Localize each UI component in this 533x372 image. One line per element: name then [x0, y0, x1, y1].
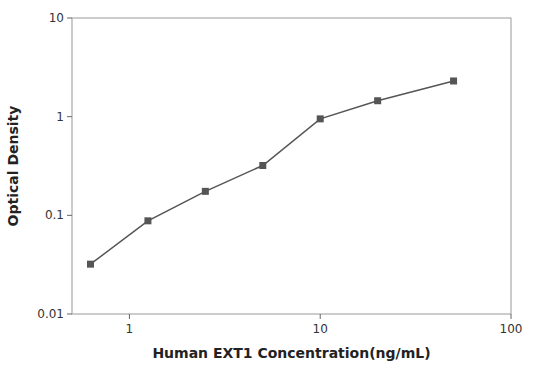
- x-tick: [129, 314, 130, 319]
- data-point: [374, 97, 381, 104]
- y-tick: [67, 116, 72, 117]
- x-tick-label: 1: [126, 322, 134, 336]
- plot-frame: [72, 18, 511, 314]
- y-tick-label: 0.1: [45, 208, 64, 222]
- y-tick: [67, 18, 72, 19]
- chart-svg: 1 10 100 0.01 0.1 1 10 Human EXT1 Concentration…: [0, 0, 533, 372]
- y-tick-label: 1: [56, 110, 64, 124]
- x-axis-label: Human EXT1 Concentration(ng/mL): [152, 345, 430, 361]
- x-tick-label: 10: [313, 322, 328, 336]
- y-tick-label: 0.01: [37, 307, 64, 321]
- data-layer: [87, 77, 457, 267]
- data-point: [450, 77, 457, 84]
- data-point: [317, 115, 324, 122]
- y-axis-label: Optical Density: [5, 106, 21, 227]
- data-point: [87, 261, 94, 268]
- y-tick-label: 10: [49, 11, 64, 25]
- data-point: [259, 162, 266, 169]
- y-tick: [67, 215, 72, 216]
- data-line: [90, 81, 453, 264]
- y-tick: [67, 314, 72, 315]
- x-tick: [320, 314, 321, 319]
- x-tick: [511, 314, 512, 319]
- x-tick-label: 100: [500, 322, 523, 336]
- data-point: [202, 188, 209, 195]
- axes: 1 10 100 0.01 0.1 1 10: [37, 11, 522, 336]
- chart-container: 1 10 100 0.01 0.1 1 10 Human EXT1 Concentration…: [0, 0, 533, 372]
- data-point: [144, 217, 151, 224]
